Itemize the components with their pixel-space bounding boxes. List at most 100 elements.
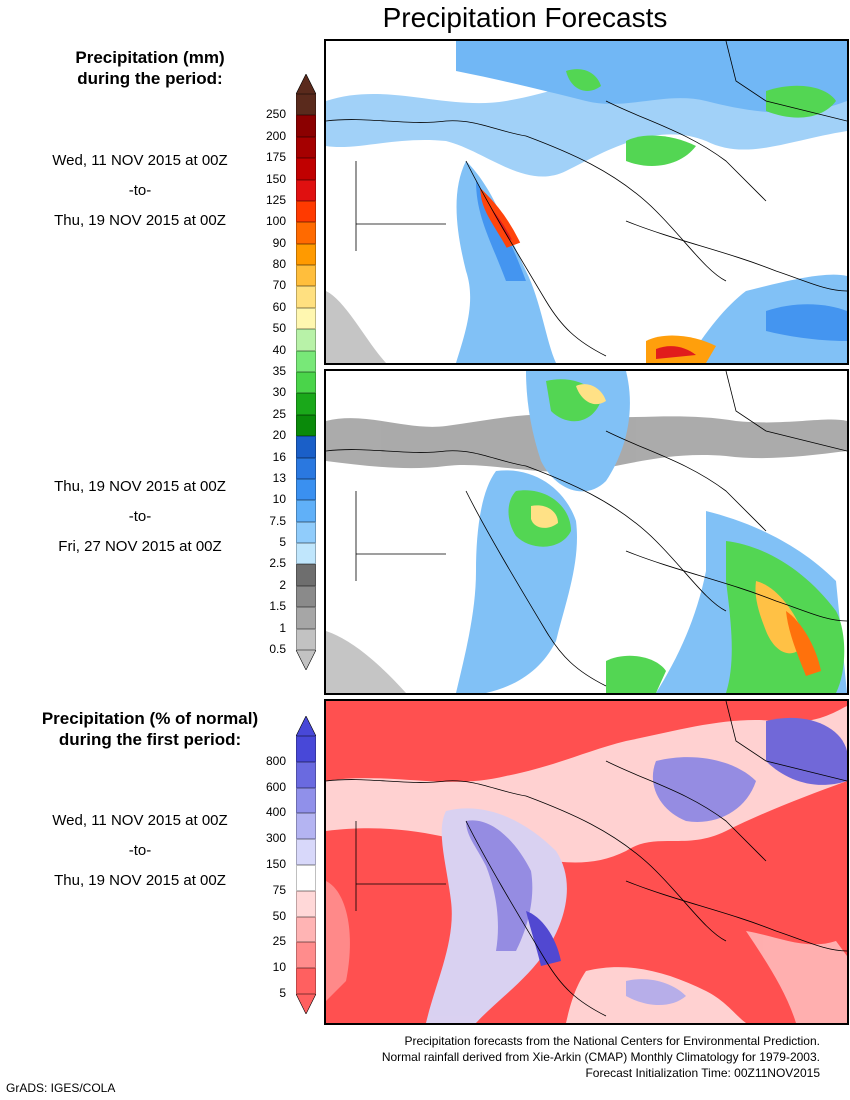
period3-end: Thu, 19 NOV 2015 at 00Z bbox=[54, 872, 226, 889]
pct-colorbar-tick-label: 50 bbox=[272, 908, 286, 923]
map-panel-percent-normal bbox=[324, 699, 849, 1025]
precip-colorbar-tick-label: 13 bbox=[272, 470, 286, 485]
precip-colorbar-tick-label: 70 bbox=[272, 278, 286, 293]
percent-normal-map bbox=[326, 701, 847, 1023]
country-borders bbox=[326, 701, 847, 1017]
precip-colorbar-tick-label: 0.5 bbox=[269, 642, 286, 656]
precip-colorbar-tick-label: 16 bbox=[272, 449, 286, 464]
precip-colorbar-swatch bbox=[296, 372, 316, 394]
pct-colorbar-swatch bbox=[296, 942, 316, 969]
precip-colorbar-swatch bbox=[296, 521, 316, 544]
precip-colorbar-tick-label: 100 bbox=[265, 214, 286, 229]
precip-colorbar-swatch bbox=[296, 286, 316, 308]
pct-legend-heading: Precipitation (% of normal) during the f… bbox=[30, 708, 270, 750]
precip-colorbar-swatch bbox=[296, 414, 316, 437]
precip-colorbar-swatch bbox=[296, 158, 316, 180]
precip-map-period2 bbox=[326, 371, 847, 693]
period2-start: Thu, 19 NOV 2015 at 00Z bbox=[54, 478, 226, 495]
precip-colorbar-swatch bbox=[296, 543, 316, 565]
period2-to: -to- bbox=[128, 508, 152, 525]
precip-colorbar-tick-label: 125 bbox=[265, 192, 286, 207]
precip-colorbar-tick-label: 5 bbox=[279, 535, 286, 550]
period1-to: -to- bbox=[128, 182, 152, 199]
pct-colorbar-tick-label: 150 bbox=[265, 857, 286, 871]
pct-colorbar-swatch bbox=[296, 839, 316, 865]
precip-colorbar-tick-label: 50 bbox=[272, 321, 286, 336]
pct-colorbar-swatch bbox=[296, 968, 316, 994]
precip-colorbar-swatch bbox=[296, 200, 316, 223]
precip-colorbar-swatch bbox=[296, 329, 316, 351]
country-borders bbox=[326, 41, 847, 357]
pct-colorbar-top-arrow bbox=[296, 716, 316, 736]
precip-colorbar-tick-label: 7.5 bbox=[269, 513, 286, 528]
precip-colorbar-tick-label: 35 bbox=[272, 364, 286, 378]
precip-colorbar-tick-label: 2.5 bbox=[269, 556, 286, 571]
precip-colorbar-swatch bbox=[296, 436, 316, 458]
footer: Precipitation forecasts from the Nationa… bbox=[382, 1033, 820, 1081]
precip-colorbar-tick-label: 20 bbox=[272, 428, 286, 443]
precip-legend-heading-line1: Precipitation (mm) bbox=[75, 48, 225, 67]
precip-colorbar-tick-label: 10 bbox=[272, 492, 286, 507]
pct-colorbar-swatch bbox=[296, 916, 316, 943]
footer-line2: Normal rainfall derived from Xie-Arkin (… bbox=[381, 1050, 820, 1064]
precip-colorbar-top-arrow bbox=[296, 74, 316, 94]
precip-colorbar-swatch bbox=[296, 350, 316, 372]
precip-map-period1 bbox=[326, 41, 847, 363]
precip-colorbar-swatch bbox=[296, 500, 316, 522]
precip-colorbar-bottom-arrow bbox=[296, 650, 316, 670]
pct-colorbar-swatch bbox=[296, 787, 316, 814]
pct-colorbar-swatch bbox=[296, 736, 316, 762]
precip-colorbar-tick-label: 80 bbox=[272, 257, 286, 272]
precip-colorbar-tick-label: 250 bbox=[265, 107, 286, 122]
precip-colorbar-tick-label: 40 bbox=[272, 342, 286, 357]
pct-colorbar-tick-label: 600 bbox=[265, 779, 286, 794]
pct-legend-heading-line2: during the first period: bbox=[58, 730, 242, 749]
precip-colorbar-tick-label: 1 bbox=[279, 620, 286, 635]
percent-fields bbox=[326, 706, 847, 1023]
precip-colorbar-tick-label: 25 bbox=[272, 406, 286, 421]
precip-colorbar-swatch bbox=[296, 179, 316, 201]
precip-colorbar-tick-label: 150 bbox=[265, 171, 286, 186]
precip-colorbar-tick-label: 30 bbox=[272, 385, 286, 400]
precip-colorbar-swatch bbox=[296, 265, 316, 287]
pct-colorbar-swatch bbox=[296, 813, 316, 840]
precip-colorbar-swatch bbox=[296, 585, 316, 608]
precip-colorbar: 250 200 175 150 125 100 90 80 70 60 50 40 35 30 25 20 16… bbox=[266, 74, 316, 670]
precip-legend-heading: Precipitation (mm) during the period: bbox=[30, 47, 270, 89]
pct-colorbar-bottom-arrow bbox=[296, 994, 316, 1014]
precip-colorbar-swatch bbox=[296, 307, 316, 330]
pct-colorbar-tick-label: 300 bbox=[265, 831, 286, 846]
precip-colorbar-swatch bbox=[296, 628, 316, 650]
country-borders bbox=[326, 371, 847, 687]
pct-colorbar-tick-label: 25 bbox=[272, 934, 286, 949]
pct-legend-heading-line1: Precipitation (% of normal) bbox=[41, 709, 259, 728]
precip-colorbar-swatch bbox=[296, 393, 316, 415]
period1-end: Thu, 19 NOV 2015 at 00Z bbox=[54, 212, 226, 229]
period3-start: Wed, 11 NOV 2015 at 00Z bbox=[52, 812, 228, 829]
precip-colorbar-swatch bbox=[296, 222, 316, 244]
pct-colorbar-swatch bbox=[296, 865, 316, 891]
precip-colorbar-tick-label: 200 bbox=[265, 128, 286, 143]
precip-colorbar-tick-label: 175 bbox=[265, 150, 286, 165]
precip-colorbar-swatch bbox=[296, 607, 316, 629]
credit: GrADS: IGES/COLA bbox=[6, 1081, 116, 1095]
precip-legend-heading-line2: during the period: bbox=[77, 69, 223, 88]
pct-colorbar-tick-label: 75 bbox=[272, 882, 286, 897]
period2-end: Fri, 27 NOV 2015 at 00Z bbox=[58, 538, 222, 555]
precip-colorbar-swatch bbox=[296, 478, 316, 501]
precip-colorbar-tick-label: 60 bbox=[272, 299, 286, 314]
precip-colorbar-swatch bbox=[296, 243, 316, 266]
pct-colorbar: 800 600 400 300 150 75 50 25 10 5 bbox=[266, 716, 316, 1014]
pct-colorbar-swatch bbox=[296, 890, 316, 917]
precip-colorbar-swatch bbox=[296, 136, 316, 159]
precip-colorbar-tick-label: 90 bbox=[272, 235, 286, 250]
precip-colorbar-tick-label: 2 bbox=[279, 577, 286, 592]
period3-to: -to- bbox=[128, 842, 152, 859]
pct-colorbar-tick-label: 5 bbox=[279, 986, 286, 1000]
pct-colorbar-tick-label: 10 bbox=[272, 960, 286, 975]
page-title: Precipitation Forecasts bbox=[382, 2, 668, 33]
pct-colorbar-tick-label: 800 bbox=[265, 753, 286, 768]
precip-colorbar-swatch bbox=[296, 564, 316, 586]
period1-start: Wed, 11 NOV 2015 at 00Z bbox=[52, 152, 228, 169]
map-panel-period2 bbox=[324, 369, 849, 695]
